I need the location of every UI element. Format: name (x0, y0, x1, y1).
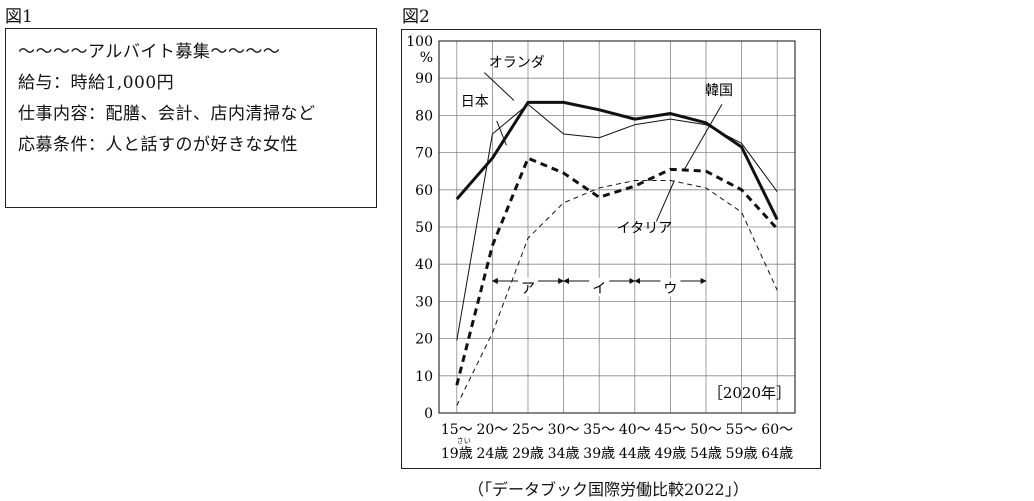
series-label-italy: イタリア (617, 221, 672, 237)
series-label-japan: 日本 (461, 94, 489, 110)
x-tick-label-bottom: 59歳 (726, 446, 758, 462)
posting-wage: 給与：時給1,000円 (18, 73, 175, 93)
ruby-reading: さい (457, 437, 471, 445)
period-label-1: イ (592, 281, 606, 297)
series-line-1 (456, 103, 778, 341)
leader-line-korea (683, 103, 723, 170)
y-tick-label: 70 (415, 146, 433, 162)
x-tick-label-top: 40〜 (619, 422, 651, 438)
x-tick-label-bottom: 24歳 (476, 446, 508, 462)
y-tick-label: 10 (415, 369, 433, 385)
plot-border (438, 40, 796, 414)
x-tick-label-bottom: 64歳 (761, 446, 793, 462)
job-posting-box: 〜〜〜〜アルバイト募集〜〜〜〜 給与：時給1,000円 仕事内容：配膳、会計、店… (5, 28, 377, 208)
period-label-0: ア (521, 281, 535, 297)
x-tick-label-top: 35〜 (583, 422, 615, 438)
leader-line-japan (496, 120, 507, 146)
y-tick-label: 40 (415, 257, 433, 273)
y-unit-label: % (420, 50, 433, 66)
x-tick-label-bottom: 44歳 (619, 446, 651, 462)
series-label-korea: 韓国 (705, 83, 733, 99)
period-label-bg (589, 277, 610, 296)
chart-source: （「データブック国際労働比較2022」） (468, 480, 749, 499)
x-tick-label-bottom: 34歳 (548, 446, 580, 462)
y-tick-label: 20 (415, 332, 433, 348)
series-line-2 (455, 156, 779, 386)
chart-frame: 0 10 20 30 40 50 60 70 80 90 100% 15〜 19歳 20〜 24歳 25〜 29… (401, 29, 821, 469)
year-label: ［2020年］ (708, 384, 791, 402)
y-tick-label: 30 (415, 294, 433, 310)
x-tick-label-top: 25〜 (512, 422, 544, 438)
figure2-label: 図2 (402, 7, 430, 27)
x-tick-label-bottom: 54歳 (690, 446, 722, 462)
posting-title: 〜〜〜〜アルバイト募集〜〜〜〜 (18, 42, 281, 62)
posting-duties: 仕事内容：配膳、会計、店内清掃など (18, 104, 316, 124)
series-line-0 (455, 100, 779, 221)
period-label-2: ウ (663, 281, 677, 297)
leader-line-italy (655, 180, 675, 222)
x-tick-label-bottom: 29歳 (512, 446, 544, 462)
x-tick-label-top: 55〜 (726, 422, 758, 438)
period-label-bg (660, 277, 681, 296)
x-tick-label-bottom: 49歳 (654, 446, 686, 462)
x-tick-label-top: 30〜 (548, 422, 580, 438)
y-tick-label: 50 (415, 220, 433, 236)
series-label-netherlands: オランダ (489, 55, 545, 71)
x-tick-label-top: 20〜 (476, 422, 508, 438)
y-tick-label: 0 (424, 406, 433, 422)
series-line-3 (456, 180, 778, 406)
y-tick-label: 90 (415, 71, 433, 87)
x-tick-label-top: 60〜 (761, 422, 793, 438)
y-tick-label: 80 (415, 108, 433, 124)
figure1-label: 図1 (5, 7, 33, 27)
y-tick-label: 60 (415, 183, 433, 199)
posting-conditions: 応募条件：人と話すのが好きな女性 (18, 135, 298, 155)
y-tick-label: 100 (406, 34, 433, 50)
x-tick-label-top: 50〜 (690, 422, 722, 438)
period-label-bg (518, 277, 538, 296)
x-tick-label-top: 45〜 (654, 422, 686, 438)
x-tick-label-top: 15〜 (441, 422, 473, 438)
x-tick-label-bottom: 19歳 (441, 446, 473, 462)
x-tick-label-bottom: 39歳 (583, 446, 615, 462)
leader-line-netherlands (484, 72, 515, 101)
